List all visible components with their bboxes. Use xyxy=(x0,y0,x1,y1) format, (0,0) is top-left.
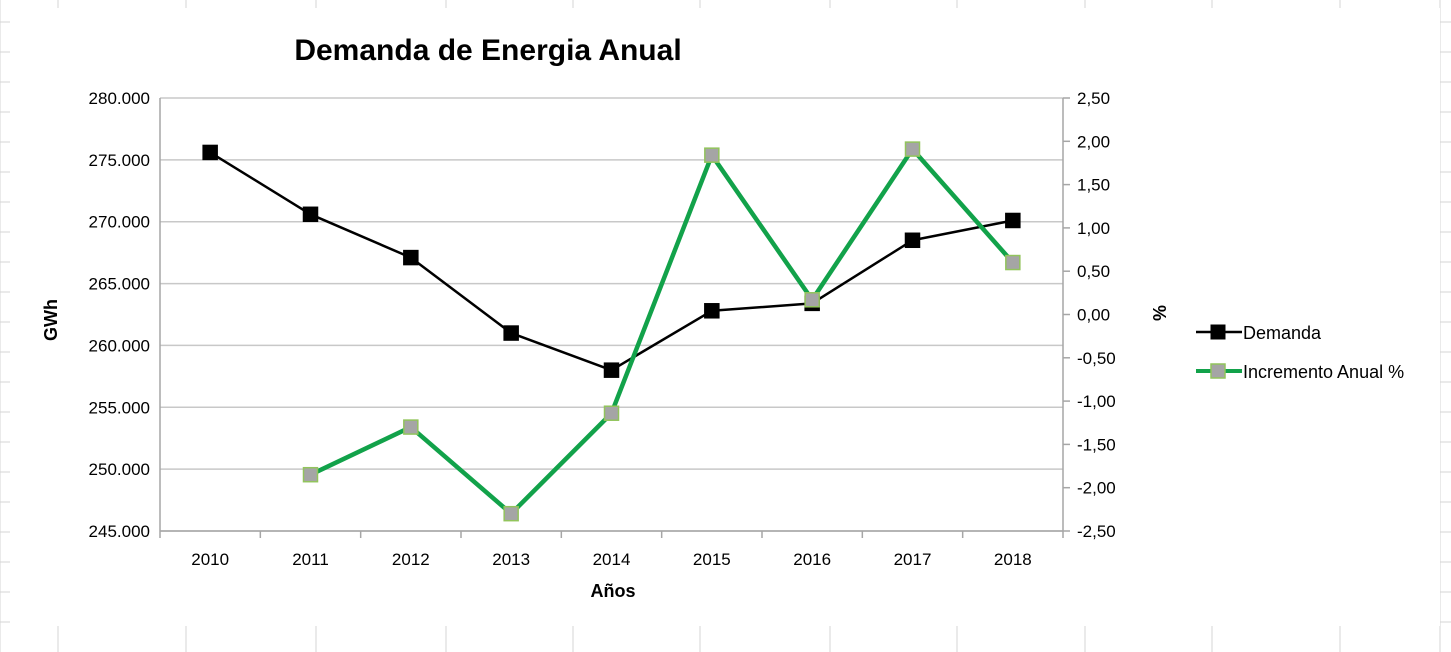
chart-svg: Demanda de Energia Anual 245.000250.0002… xyxy=(41,34,1404,601)
right-tick-label: -1,50 xyxy=(1077,435,1116,454)
right-tick-label: -2,00 xyxy=(1077,479,1116,498)
legend-item-incremento[interactable]: Incremento Anual % xyxy=(1196,362,1404,382)
x-tick-label: 2011 xyxy=(292,550,329,569)
data-point-incremento[interactable] xyxy=(403,419,419,435)
x-axis-tick-labels: 2010 2011 2012 2013 2014 2015 2016 2017 2018 xyxy=(191,550,1031,569)
data-point-demanda[interactable] xyxy=(704,303,720,319)
x-tick-label: 2014 xyxy=(593,550,631,569)
y-axis-left-label: GWh xyxy=(41,299,61,341)
data-point-demanda[interactable] xyxy=(202,144,218,161)
data-point-demanda[interactable] xyxy=(503,325,519,341)
x-tick-label: 2010 xyxy=(191,550,229,569)
legend-marker-incremento xyxy=(1210,363,1226,379)
series-group xyxy=(202,141,1021,522)
legend-label-incremento: Incremento Anual % xyxy=(1243,362,1404,382)
legend-label-demanda: Demanda xyxy=(1243,323,1322,343)
chart-title: Demanda de Energia Anual xyxy=(294,34,681,67)
data-point-incremento[interactable] xyxy=(603,405,620,421)
series-line-incremento xyxy=(309,146,1015,516)
data-point-demanda[interactable] xyxy=(302,206,319,223)
data-point-incremento[interactable] xyxy=(302,466,319,483)
left-tick-label: 275.000 xyxy=(89,151,150,170)
x-tick-label: 2015 xyxy=(693,550,731,569)
right-tick-label: -2,50 xyxy=(1077,522,1116,541)
data-point-demanda[interactable] xyxy=(1005,212,1021,229)
x-tick-label: 2013 xyxy=(492,550,530,569)
x-tick-label: 2017 xyxy=(894,550,932,569)
series-line-demanda xyxy=(209,151,1014,372)
right-tick-label: 0,50 xyxy=(1077,262,1110,281)
data-point-demanda[interactable] xyxy=(403,249,419,266)
right-tick-label: -0,50 xyxy=(1077,349,1116,368)
data-point-incremento[interactable] xyxy=(804,292,820,308)
right-tick-label: -1,00 xyxy=(1077,392,1116,411)
data-point-demanda[interactable] xyxy=(904,232,921,249)
left-tick-label: 280.000 xyxy=(89,89,150,108)
right-tick-label: 0,00 xyxy=(1077,306,1110,325)
legend-marker-demanda xyxy=(1210,324,1226,340)
right-tick-label: 1,50 xyxy=(1077,176,1110,195)
right-tick-label: 2,50 xyxy=(1077,89,1110,108)
right-axis-tick-labels: -2,50 -2,00 -1,50 -1,00 -0,50 0,00 0,50 1,00 1,5… xyxy=(1077,89,1116,541)
data-point-incremento[interactable] xyxy=(904,141,921,157)
left-axis-tick-labels: 245.000 250.000 255.000 260.000 265.000 270.0… xyxy=(89,89,150,541)
x-tick-label: 2018 xyxy=(994,550,1032,569)
chart-area[interactable]: Demanda de Energia Anual 245.000 250.000 2… xyxy=(10,8,1440,626)
legend-item-demanda[interactable]: Demanda xyxy=(1196,323,1322,343)
data-point-incremento[interactable] xyxy=(704,147,720,163)
data-point-incremento[interactable] xyxy=(503,505,519,522)
left-tick-label: 265.000 xyxy=(89,275,150,294)
left-tick-label: 255.000 xyxy=(89,398,150,417)
left-tick-label: 260.000 xyxy=(89,336,150,355)
left-tick-label: 245.000 xyxy=(89,522,150,541)
data-point-demanda[interactable] xyxy=(603,362,620,378)
y-axis-right-label: % xyxy=(1149,305,1169,321)
x-axis-label: Años xyxy=(591,581,636,601)
legend[interactable]: Demanda Incremento Anual % xyxy=(1196,323,1404,382)
left-tick-label: 270.000 xyxy=(89,213,150,232)
x-tick-label: 2016 xyxy=(793,550,831,569)
data-point-incremento[interactable] xyxy=(1005,254,1021,271)
x-tick-label: 2012 xyxy=(392,550,430,569)
axes xyxy=(159,97,1070,538)
right-tick-label: 1,00 xyxy=(1077,219,1110,238)
left-tick-label: 250.000 xyxy=(89,460,150,479)
right-tick-label: 2,00 xyxy=(1077,132,1110,151)
